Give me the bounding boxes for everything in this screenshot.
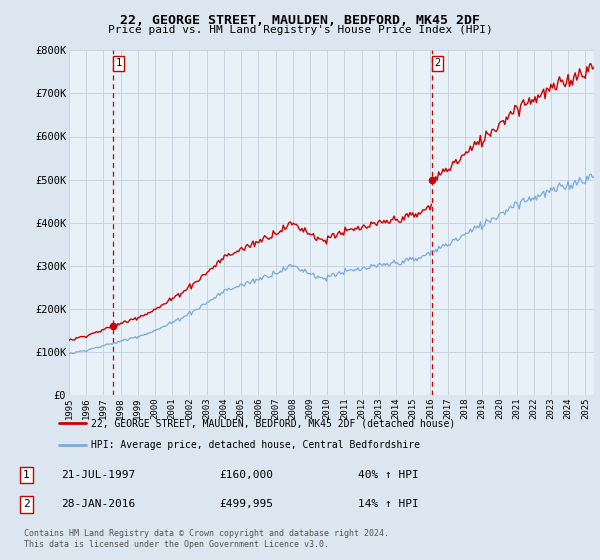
Text: 14% ↑ HPI: 14% ↑ HPI (358, 500, 418, 510)
Text: 2: 2 (23, 500, 30, 510)
Text: 1: 1 (23, 470, 30, 480)
Text: 28-JAN-2016: 28-JAN-2016 (61, 500, 135, 510)
Text: 21-JUL-1997: 21-JUL-1997 (61, 470, 135, 480)
Text: 2: 2 (434, 58, 440, 68)
Text: 22, GEORGE STREET, MAULDEN, BEDFORD, MK45 2DF (detached house): 22, GEORGE STREET, MAULDEN, BEDFORD, MK4… (91, 418, 455, 428)
Text: 22, GEORGE STREET, MAULDEN, BEDFORD, MK45 2DF: 22, GEORGE STREET, MAULDEN, BEDFORD, MK4… (120, 14, 480, 27)
Text: £499,995: £499,995 (220, 500, 274, 510)
Text: Contains HM Land Registry data © Crown copyright and database right 2024.
This d: Contains HM Land Registry data © Crown c… (24, 529, 389, 549)
Text: 1: 1 (115, 58, 122, 68)
Text: 40% ↑ HPI: 40% ↑ HPI (358, 470, 418, 480)
Text: £160,000: £160,000 (220, 470, 274, 480)
Text: HPI: Average price, detached house, Central Bedfordshire: HPI: Average price, detached house, Cent… (91, 440, 420, 450)
Text: Price paid vs. HM Land Registry's House Price Index (HPI): Price paid vs. HM Land Registry's House … (107, 25, 493, 35)
